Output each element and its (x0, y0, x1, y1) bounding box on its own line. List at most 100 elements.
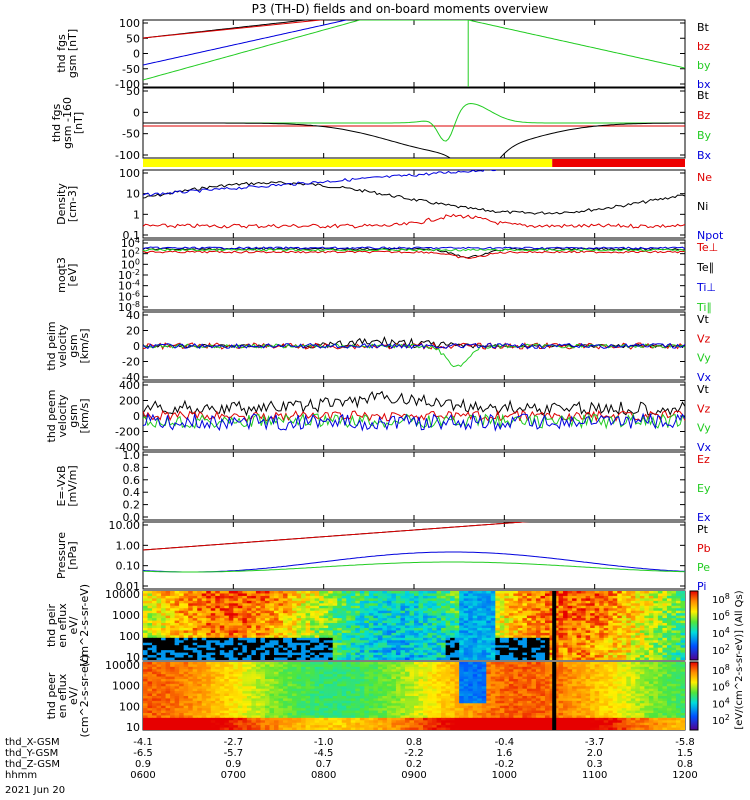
heatmap-cell (210, 640, 216, 644)
heatmap-cell (278, 669, 284, 673)
heatmap-cell (278, 652, 284, 656)
heatmap-cell (174, 632, 180, 636)
heatmap-cell (341, 600, 347, 604)
heatmap-cell (237, 671, 243, 675)
heatmap-cell (666, 615, 673, 619)
legend-Ti⊥: Ti⊥ (696, 281, 716, 294)
heatmap-cell (386, 598, 393, 602)
heatmap-cell (165, 595, 171, 599)
heatmap-cell (535, 620, 542, 624)
heatmap-cell (675, 618, 682, 622)
heatmap-cell (427, 640, 433, 644)
heatmap-cell (517, 591, 523, 595)
heatmap-cell (639, 683, 645, 687)
y-axis-label: moqt3[eV] (55, 257, 79, 293)
heatmap-cell (283, 623, 289, 627)
heatmap-cell (414, 600, 420, 604)
heatmap-cell (680, 618, 685, 622)
heatmap-cell (143, 598, 149, 602)
heatmap-cell (255, 637, 262, 641)
heatmap-cell (603, 681, 609, 685)
heatmap-cell (459, 627, 465, 632)
heatmap-cell (653, 608, 659, 612)
heatmap-cell (549, 618, 555, 622)
heatmap-cell (368, 666, 374, 670)
heatmap-cell (626, 679, 632, 683)
heatmap-cell (301, 595, 307, 599)
heatmap-cell (468, 650, 474, 654)
heatmap-cell (666, 627, 673, 632)
heatmap-cell (427, 618, 433, 622)
heatmap-cell (653, 650, 659, 654)
heatmap-cell (418, 669, 424, 673)
heatmap-cell (576, 615, 582, 619)
heatmap-cell (590, 608, 596, 612)
heatmap-cell (242, 598, 248, 602)
heatmap-cell (161, 605, 167, 609)
heatmap-cell (504, 615, 510, 619)
heatmap-cell (201, 618, 207, 622)
heatmap-cell (454, 645, 460, 649)
heatmap-cell (630, 615, 636, 619)
heatmap-cell (179, 642, 185, 646)
heatmap-cell (386, 657, 393, 660)
heatmap-cell (346, 635, 352, 639)
heatmap-cell (481, 676, 487, 680)
heatmap-cell (296, 640, 302, 644)
y-axis-label: thd fgsgsm [nT] (55, 29, 79, 78)
heatmap-cell (242, 640, 248, 644)
heatmap-cell (319, 595, 325, 599)
heatmap-cell (251, 676, 257, 680)
heatmap-cell (513, 605, 519, 609)
heatmap-cell (287, 610, 293, 614)
heatmap-cell (224, 635, 230, 639)
heatmap-cell (549, 637, 555, 641)
heatmap-cell (594, 664, 600, 668)
heatmap-cell (377, 669, 383, 673)
heatmap-cell (463, 652, 469, 656)
heatmap-cell (201, 632, 207, 636)
heatmap-cell (179, 657, 185, 660)
heatmap-cell (585, 618, 591, 622)
heatmap-cell (233, 647, 239, 651)
heatmap-cell (436, 637, 442, 641)
heatmap-cell (391, 632, 397, 636)
heatmap-cell (450, 620, 456, 624)
heatmap-cell (495, 591, 501, 595)
heatmap-cell (576, 645, 582, 649)
heatmap-cell (174, 655, 180, 659)
heatmap-cell (630, 623, 636, 627)
heatmap-cell (395, 591, 402, 595)
heatmap-cell (454, 593, 460, 597)
heatmap-cell (319, 593, 325, 597)
heatmap-cell (522, 657, 528, 660)
heatmap-cell (233, 664, 239, 668)
heatmap-cell (170, 625, 176, 629)
heatmap-cell (373, 625, 379, 629)
heatmap-cell (386, 662, 393, 666)
heatmap-cell (237, 676, 243, 680)
heatmap-cell (409, 610, 415, 614)
heatmap-cell (179, 615, 185, 619)
heatmap-cell (472, 635, 478, 639)
heatmap-cell (522, 598, 528, 602)
heatmap-cell (540, 640, 546, 644)
heatmap-cell (373, 681, 379, 685)
heatmap-cell (436, 635, 442, 639)
heatmap-cell (314, 640, 320, 644)
heatmap-cell (364, 669, 370, 673)
heatmap-cell (210, 652, 216, 656)
heatmap-cell (531, 595, 537, 599)
heatmap-cell (332, 608, 338, 612)
heatmap-cell (508, 650, 514, 654)
heatmap-cell (341, 618, 347, 622)
heatmap-cell (572, 647, 578, 651)
heatmap-cell (576, 600, 582, 604)
heatmap-cell (215, 632, 221, 636)
heatmap-cell (576, 683, 582, 687)
heatmap-cell (237, 608, 243, 612)
heatmap-cell (608, 600, 614, 604)
heatmap-cell (590, 642, 596, 646)
heatmap-cell (671, 652, 677, 656)
heatmap-cell (179, 610, 185, 614)
